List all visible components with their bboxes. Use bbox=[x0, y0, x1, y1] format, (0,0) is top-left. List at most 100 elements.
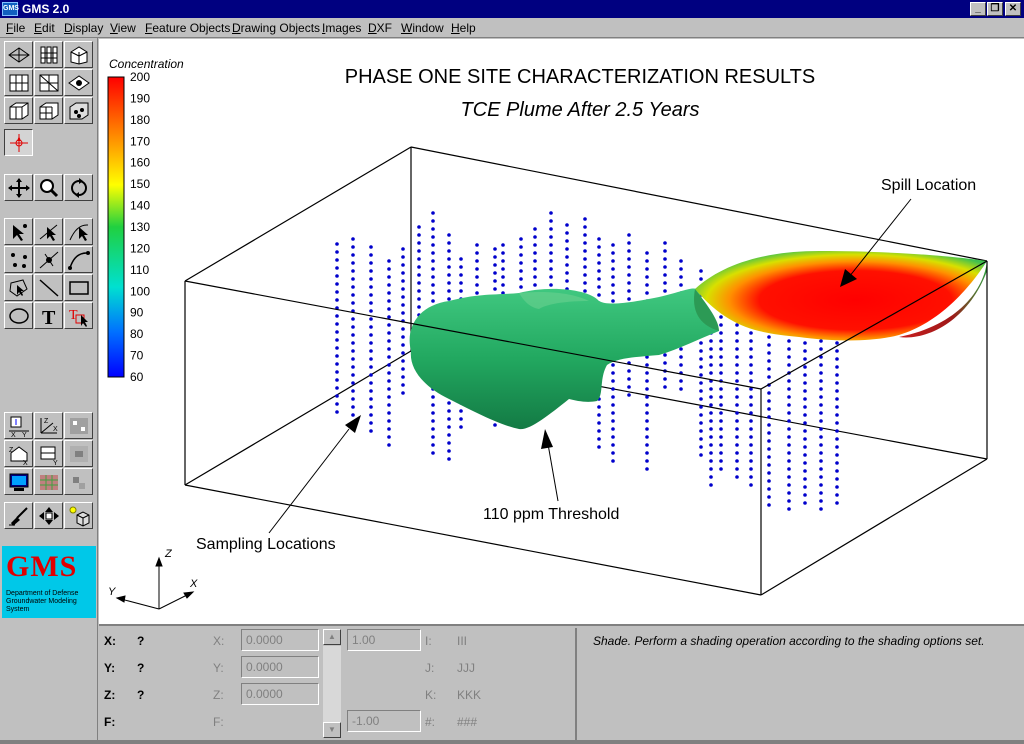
edit-z-field[interactable]: 0.0000 bbox=[241, 683, 319, 705]
sample-point bbox=[627, 265, 631, 269]
sample-point bbox=[583, 257, 587, 261]
app-icon[interactable]: GMS bbox=[2, 2, 19, 16]
pan-tool-button[interactable] bbox=[4, 174, 33, 201]
sample-point bbox=[627, 281, 631, 285]
menu-view[interactable]: View bbox=[110, 21, 136, 35]
sample-point bbox=[767, 391, 771, 395]
contour-options-button[interactable] bbox=[34, 468, 63, 495]
disabled-tool-2[interactable] bbox=[64, 440, 93, 467]
sample-point bbox=[819, 395, 823, 399]
edit-x-field[interactable]: 0.0000 bbox=[241, 629, 319, 651]
sample-point bbox=[699, 429, 703, 433]
grid3d-module-button[interactable] bbox=[4, 97, 33, 124]
side-view-button[interactable]: Y bbox=[34, 440, 63, 467]
create-arc-button[interactable] bbox=[64, 246, 93, 273]
sample-point bbox=[767, 351, 771, 355]
scroll-up-button[interactable]: ▲ bbox=[323, 629, 341, 645]
create-points-button[interactable] bbox=[4, 246, 33, 273]
sample-point bbox=[611, 379, 615, 383]
sample-point bbox=[735, 339, 739, 343]
sample-point bbox=[645, 395, 649, 399]
sample-point bbox=[369, 293, 373, 297]
upper-value-field[interactable]: 1.00 bbox=[347, 629, 421, 651]
sample-point bbox=[787, 419, 791, 423]
sample-point bbox=[597, 405, 601, 409]
line-tool-button[interactable] bbox=[34, 274, 63, 301]
scroll-track[interactable] bbox=[323, 646, 341, 722]
display-options-button[interactable] bbox=[4, 468, 33, 495]
solid-module-button[interactable] bbox=[64, 41, 93, 68]
close-button[interactable]: ✕ bbox=[1005, 2, 1021, 16]
map-module-button[interactable] bbox=[4, 129, 33, 156]
scroll-down-button[interactable]: ▼ bbox=[323, 722, 341, 738]
annotation-select-button[interactable]: T bbox=[64, 302, 93, 329]
sample-point bbox=[549, 227, 553, 231]
sample-point bbox=[369, 397, 373, 401]
maximize-button[interactable]: ❐ bbox=[987, 2, 1003, 16]
lower-value-field[interactable]: -1.00 bbox=[347, 710, 421, 732]
sample-point bbox=[835, 349, 839, 353]
tin-module-button[interactable] bbox=[4, 41, 33, 68]
disabled-tool-1[interactable] bbox=[64, 412, 93, 439]
grid2d-module-button[interactable] bbox=[4, 69, 33, 96]
borehole-module-button[interactable] bbox=[34, 41, 63, 68]
sample-point bbox=[803, 469, 807, 473]
menu-images[interactable]: Images bbox=[322, 21, 362, 35]
refresh-button[interactable] bbox=[34, 502, 63, 529]
sample-point bbox=[401, 375, 405, 379]
disabled-tool-3[interactable] bbox=[64, 468, 93, 495]
scatter2d-module-button[interactable] bbox=[64, 69, 93, 96]
select-tool-button[interactable] bbox=[4, 218, 33, 245]
sample-point bbox=[749, 435, 753, 439]
sample-point bbox=[401, 271, 405, 275]
threshold-label: 110 ppm Threshold bbox=[483, 506, 619, 523]
sample-point bbox=[431, 395, 435, 399]
sample-point bbox=[369, 277, 373, 281]
menu-display[interactable]: Display bbox=[64, 21, 104, 35]
sample-point bbox=[679, 387, 683, 391]
sample-point bbox=[369, 309, 373, 313]
sample-point bbox=[493, 263, 497, 267]
scatter3d-module-button[interactable] bbox=[64, 97, 93, 124]
sample-point bbox=[447, 241, 451, 245]
sample-point bbox=[719, 363, 723, 367]
edit-y-field[interactable]: 0.0000 bbox=[241, 656, 319, 678]
rotate-tool-button[interactable] bbox=[64, 174, 93, 201]
menu-help[interactable]: Help bbox=[451, 21, 476, 35]
menu-drawing-objects[interactable]: Drawing Objects bbox=[232, 21, 321, 35]
sample-point bbox=[767, 447, 771, 451]
create-nodes-button[interactable] bbox=[34, 246, 63, 273]
menu-edit[interactable]: Edit bbox=[34, 21, 55, 35]
mesh2d-module-button[interactable] bbox=[34, 69, 63, 96]
menu-feature-objects[interactable]: Feature Objects bbox=[145, 21, 231, 35]
sample-point bbox=[351, 389, 355, 393]
sample-point bbox=[533, 227, 537, 231]
rectangle-tool-button[interactable] bbox=[64, 274, 93, 301]
menu-dxf[interactable]: DXF bbox=[368, 21, 393, 35]
graphics-window[interactable]: Concentration 200 190 180 170 160 150 140 130 12… bbox=[99, 39, 1024, 624]
sample-point bbox=[549, 211, 553, 215]
sample-point bbox=[459, 289, 463, 293]
sample-point bbox=[719, 419, 723, 423]
menu-file[interactable]: File bbox=[6, 21, 26, 35]
sample-point bbox=[597, 293, 601, 297]
sample-point bbox=[645, 291, 649, 295]
shade-button[interactable] bbox=[4, 502, 33, 529]
select-arc-button[interactable] bbox=[64, 218, 93, 245]
sample-point bbox=[819, 491, 823, 495]
create-polygon-button[interactable] bbox=[4, 274, 33, 301]
bottom-border bbox=[0, 740, 1024, 744]
oval-tool-button[interactable] bbox=[4, 302, 33, 329]
minimize-button[interactable]: _ bbox=[970, 2, 986, 16]
menu-window[interactable]: Window bbox=[401, 21, 444, 35]
text-tool-button[interactable]: T bbox=[34, 302, 63, 329]
zoom-tool-button[interactable] bbox=[34, 174, 63, 201]
select-vertex-button[interactable] bbox=[34, 218, 63, 245]
sample-point bbox=[663, 289, 667, 293]
mesh3d-module-button[interactable] bbox=[34, 97, 63, 124]
sample-point bbox=[597, 269, 601, 273]
lighting-button[interactable] bbox=[64, 502, 93, 529]
